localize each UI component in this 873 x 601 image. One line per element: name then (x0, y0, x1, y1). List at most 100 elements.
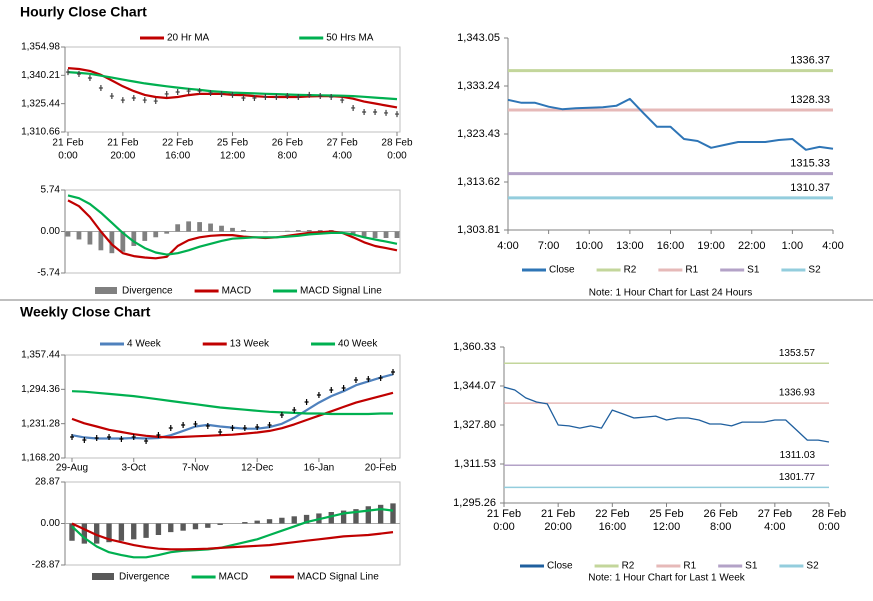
bar (266, 519, 273, 524)
price-mark (341, 385, 346, 392)
y-tick-label: 1,313.62 (457, 176, 500, 188)
bar (153, 231, 159, 238)
line-series (71, 522, 394, 551)
bar (242, 522, 248, 524)
x-tick-label: 22 Feb (162, 138, 194, 149)
x-tick-label: 4:00 (822, 240, 843, 252)
bar (377, 504, 384, 524)
price-mark (193, 420, 198, 427)
price-mark (153, 98, 158, 105)
legend-label: S1 (745, 561, 758, 572)
bar (69, 523, 75, 541)
bar (353, 509, 359, 524)
level-label: 1310.37 (790, 182, 830, 194)
bar (241, 230, 246, 232)
bar (192, 523, 199, 530)
price-mark (384, 109, 389, 116)
price-mark (82, 436, 87, 443)
y-tick-label: 1,340.21 (21, 70, 60, 81)
bar (131, 523, 137, 540)
bar (87, 231, 93, 245)
y-tick-label: 1,303.81 (457, 224, 500, 236)
price-mark (391, 369, 395, 376)
x-tick-label: 28 Feb (381, 138, 413, 149)
legend-label: S1 (747, 265, 760, 276)
bar (155, 523, 162, 535)
bar (263, 231, 268, 233)
bar (350, 231, 356, 235)
price-mark (395, 111, 399, 118)
x-tick-label: 19:00 (697, 240, 725, 252)
price-mark (197, 88, 202, 95)
y-tick-label: 1,333.24 (457, 80, 500, 92)
y-tick-label: 1,310.66 (21, 127, 60, 138)
price-mark (98, 85, 103, 92)
legend-label: MACD (219, 572, 248, 583)
legend-label: R2 (624, 265, 637, 276)
x-tick-label: 22:00 (738, 240, 766, 252)
price-mark (373, 108, 378, 115)
price-mark (76, 71, 81, 78)
price-mark (70, 433, 74, 440)
x-tick-label: 12:00 (220, 151, 245, 162)
line-series (503, 386, 830, 443)
price-mark (378, 374, 383, 381)
y-tick-label: 0.00 (41, 518, 61, 529)
price-mark (252, 94, 257, 101)
x-tick-label: 27 Feb (327, 138, 359, 149)
y-tick-label: 1,323.43 (457, 128, 500, 140)
y-tick-label: 28.87 (35, 477, 60, 488)
x-tick-label: 27 Feb (758, 508, 792, 520)
price-mark (107, 433, 112, 440)
y-tick-label: 1,343.05 (457, 32, 500, 44)
legend-label: MACD Signal Line (297, 572, 379, 583)
bar (230, 227, 235, 232)
x-tick-label: 16:00 (657, 240, 685, 252)
x-tick-label: 22 Feb (595, 508, 629, 520)
x-tick-label: 1:00 (782, 240, 803, 252)
x-tick-label: 25 Feb (649, 508, 683, 520)
line-series (71, 390, 393, 416)
x-tick-label: 0:00 (58, 151, 78, 162)
price-mark (66, 69, 70, 76)
y-tick-label: -28.87 (32, 560, 61, 571)
price-mark (366, 376, 371, 383)
bar (254, 520, 260, 524)
y-tick-label: 1,295.26 (453, 497, 496, 509)
bar (98, 231, 104, 251)
legend-label: Divergence (122, 286, 173, 297)
price-mark (181, 422, 186, 429)
bar (303, 514, 310, 524)
price-mark (351, 104, 356, 111)
price-mark (353, 377, 358, 384)
price-mark (208, 89, 213, 96)
bar (306, 230, 312, 232)
x-tick-label: 20-Feb (365, 463, 397, 474)
bar (168, 523, 174, 533)
x-tick-label: 4:00 (497, 240, 518, 252)
price-mark (230, 91, 235, 98)
legend-label: MACD Signal Line (300, 286, 382, 297)
price-mark (205, 422, 210, 429)
price-mark (255, 423, 260, 430)
price-mark (318, 93, 323, 100)
price-mark (292, 406, 297, 413)
bar (120, 231, 126, 252)
price-mark (340, 97, 345, 104)
y-tick-label: 1,168.20 (21, 453, 60, 464)
bar (361, 231, 367, 237)
bar (164, 231, 170, 234)
y-tick-label: 0.00 (41, 226, 61, 237)
price-mark (329, 387, 334, 394)
x-tick-label: 8:00 (278, 151, 298, 162)
bar (175, 224, 181, 232)
legend-swatch (95, 287, 117, 294)
bar (118, 523, 125, 541)
x-tick-label: 21 Feb (487, 508, 521, 520)
legend-label: Close (549, 265, 575, 276)
legend-swatch (92, 573, 114, 580)
section-heading: Hourly Close Chart (20, 4, 147, 20)
x-tick-label: 7:00 (538, 240, 559, 252)
y-tick-label: 1,231.28 (21, 418, 60, 429)
x-tick-label: 0:00 (387, 151, 407, 162)
